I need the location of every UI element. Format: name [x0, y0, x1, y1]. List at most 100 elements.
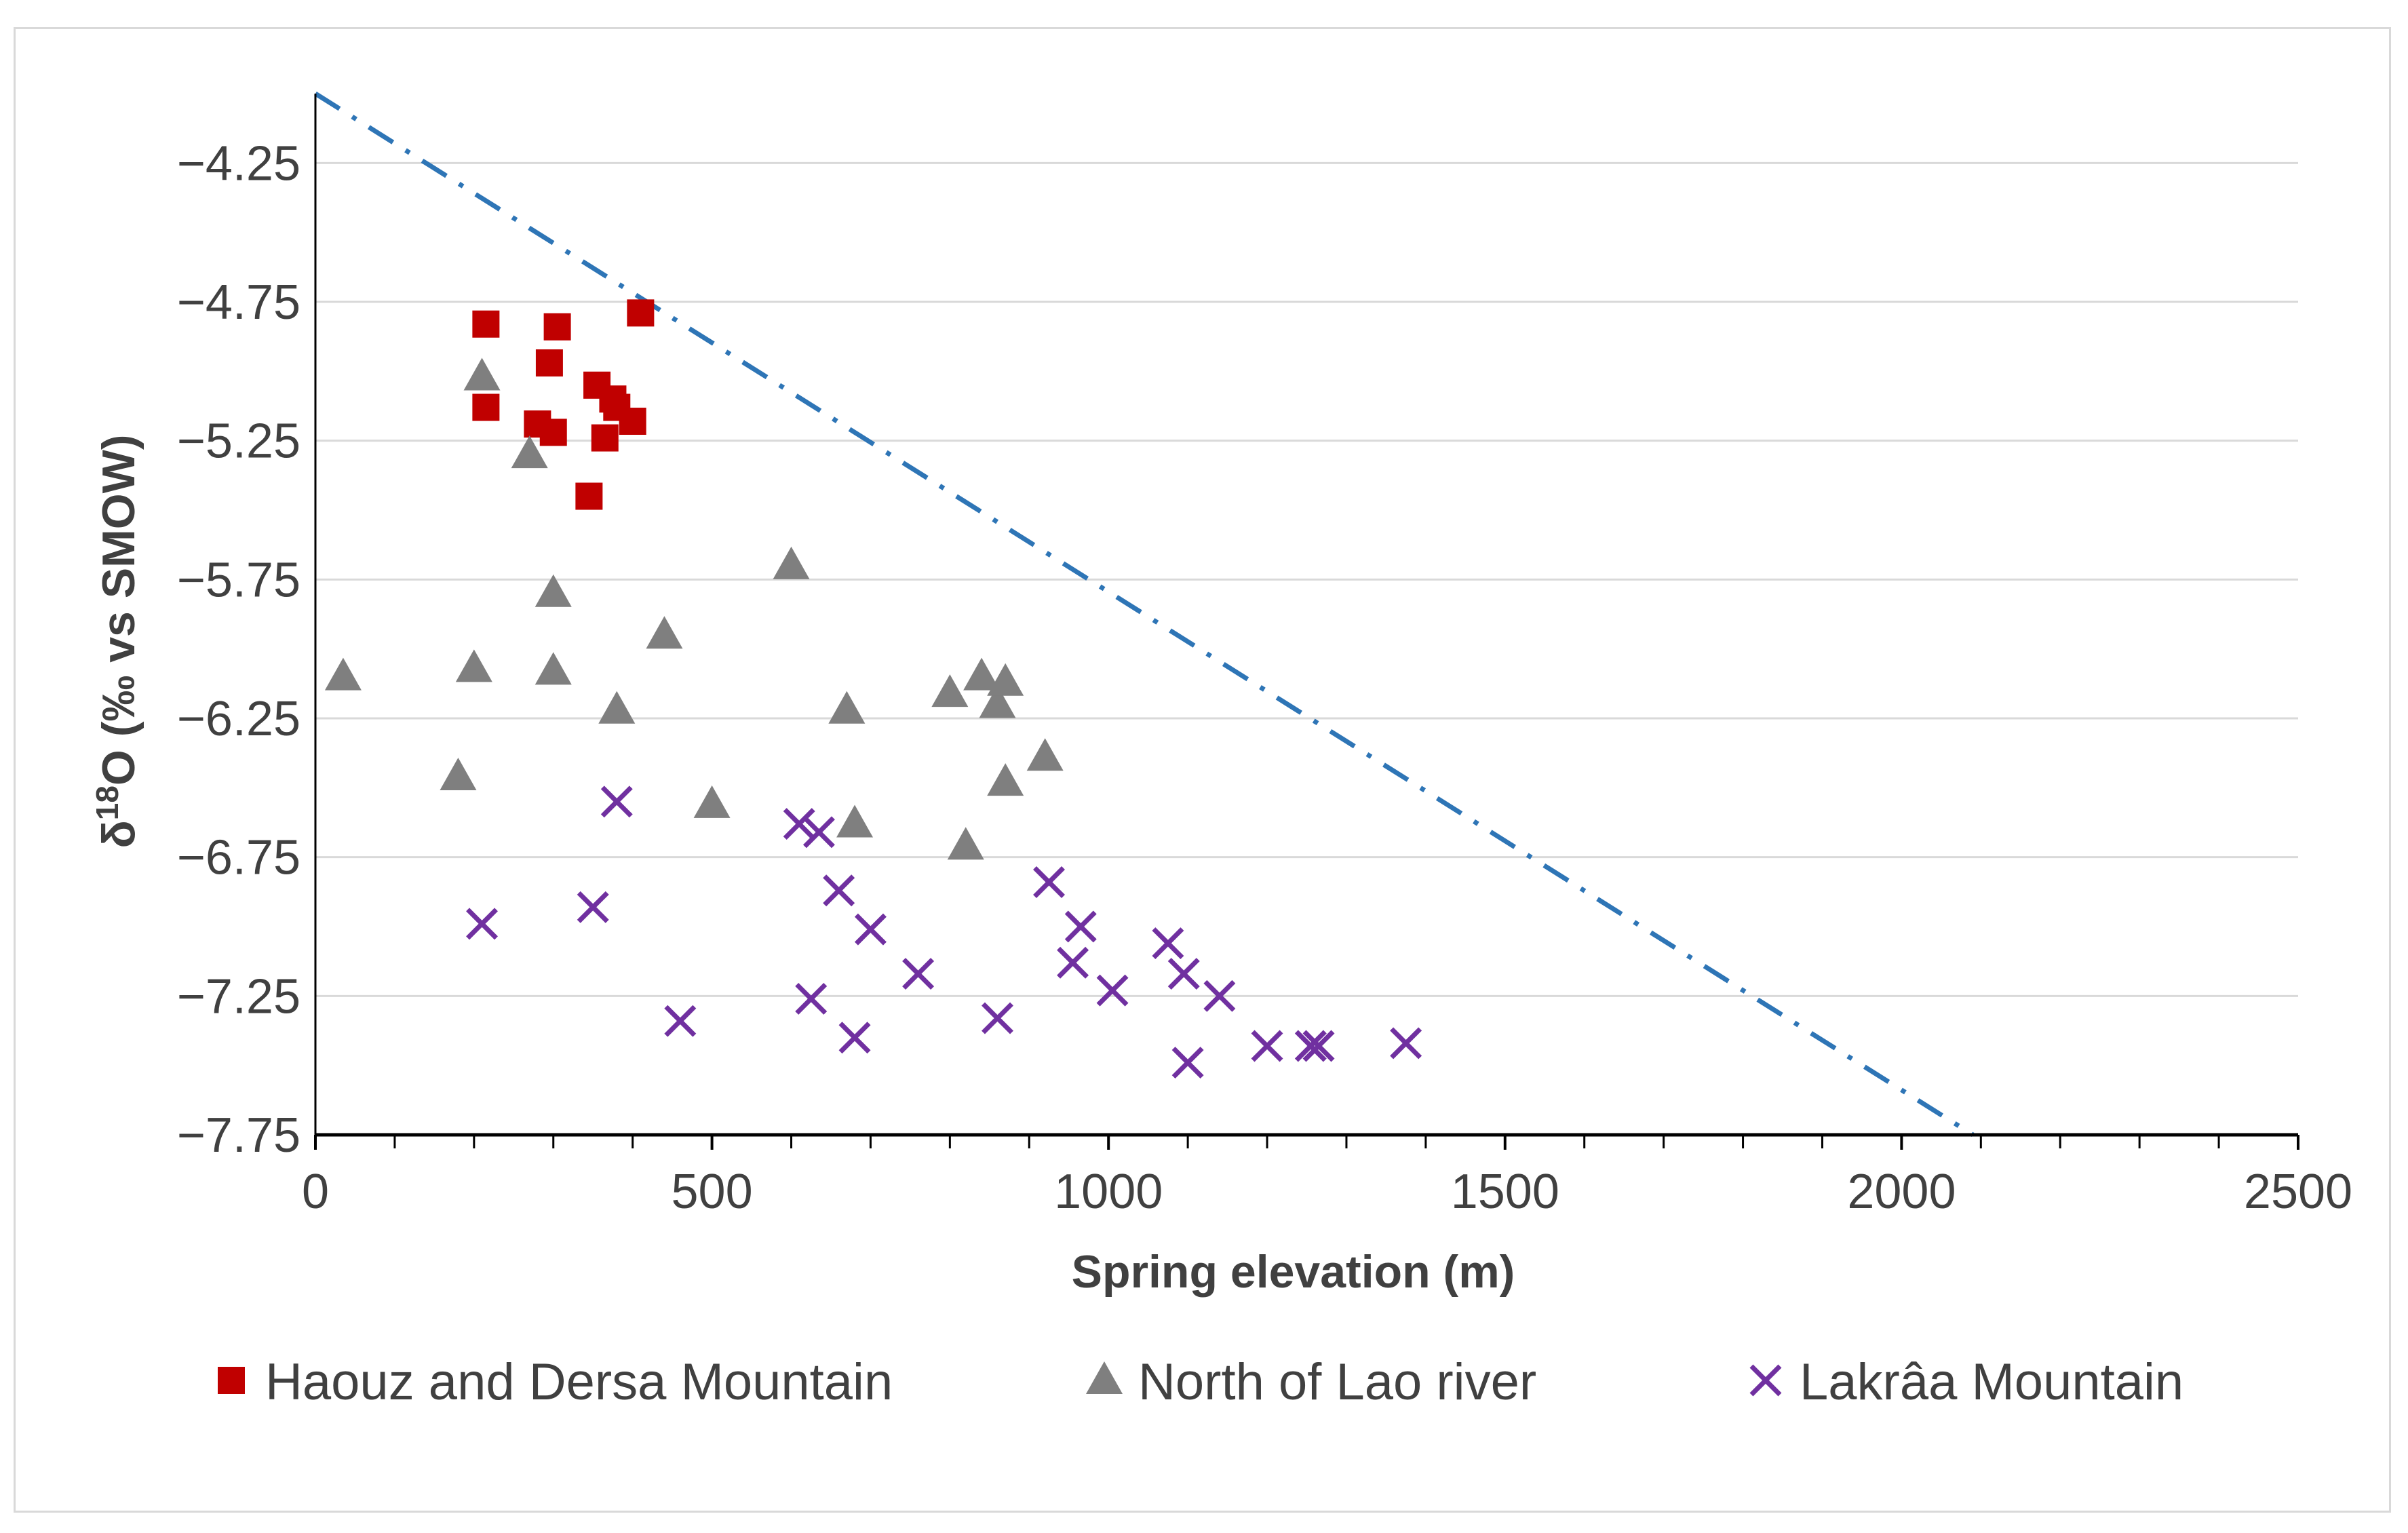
- data-point-triangle: [836, 804, 874, 838]
- x-marker-stroke: [664, 1005, 697, 1037]
- data-point-triangle: [535, 574, 572, 607]
- legend-item-square: Haouz and Dersa Mountain: [218, 1353, 893, 1411]
- x-marker-stroke: [982, 1002, 1013, 1034]
- data-point-triangle: [987, 663, 1024, 696]
- data-point-triangle: [511, 435, 548, 469]
- data-point-x: [823, 874, 855, 907]
- x-marker-stroke: [902, 958, 935, 990]
- x-marker-stroke: [823, 874, 855, 907]
- scatter-chart: −4.25 −4.75 −5.25 −5.75 −6.25 −6.75 −7.25 −7.75…: [90, 92, 2352, 1411]
- y-tick-label: −7.25: [177, 969, 300, 1024]
- data-point-square: [539, 419, 567, 446]
- data-point-x: [1302, 1030, 1335, 1062]
- data-point-triangle: [646, 616, 683, 649]
- gridlines: [315, 161, 2298, 997]
- data-point-x: [982, 1002, 1013, 1034]
- trend-line: [314, 92, 1975, 1137]
- data-point-triangle: [773, 546, 810, 579]
- data-point-x: [838, 1022, 871, 1054]
- data-point-triangle: [693, 785, 731, 818]
- x-marker-stroke: [1167, 958, 1200, 990]
- y-tick-label: −4.25: [177, 136, 300, 191]
- data-point-square: [575, 482, 603, 510]
- data-point-x: [664, 1005, 697, 1037]
- legend-marker-square: [218, 1367, 245, 1394]
- tick-labels: −4.25 −4.75 −5.25 −5.75 −6.25 −6.75 −7.25 −7.75…: [177, 136, 2352, 1219]
- data-point-square: [591, 424, 619, 452]
- legend-item-x: Lakrâa Mountain: [1749, 1353, 2183, 1411]
- x-marker-stroke: [466, 908, 499, 940]
- chart-frame: −4.25 −4.75 −5.25 −5.75 −6.25 −6.75 −7.25 −7.75…: [14, 27, 2391, 1513]
- y-axis-title-delta: δ: [93, 820, 144, 848]
- y-tick-label: −4.75: [177, 275, 300, 330]
- data-point-triangle: [440, 757, 477, 790]
- data-point-x: [1171, 1047, 1204, 1079]
- data-point-triangle: [1026, 738, 1064, 771]
- data-point-square: [543, 313, 571, 341]
- x-marker-stroke: [1171, 1047, 1204, 1079]
- data-point-x: [1033, 866, 1065, 898]
- data-points: [324, 299, 1422, 1079]
- x-marker-stroke: [600, 785, 633, 818]
- x-marker-stroke: [795, 982, 828, 1015]
- x-marker-stroke: [854, 913, 887, 946]
- x-marker-stroke: [1096, 974, 1129, 1007]
- x-tick-label: 500: [672, 1165, 753, 1219]
- x-marker-stroke: [1294, 1030, 1327, 1062]
- data-point-square: [535, 349, 563, 377]
- x-marker-stroke: [838, 1022, 871, 1054]
- data-point-triangle: [463, 357, 501, 391]
- x-marker-stroke: [1251, 1030, 1283, 1062]
- data-point-square: [472, 310, 500, 338]
- data-point-x: [1167, 958, 1200, 990]
- y-tick-label: −7.75: [177, 1108, 300, 1163]
- data-point-x: [466, 908, 499, 940]
- legend-label: North of Lao river: [1138, 1353, 1536, 1411]
- x-marker-stroke: [1152, 927, 1184, 960]
- x-tick-label: 2000: [1847, 1165, 1956, 1219]
- legend-marker-x: [1749, 1364, 1782, 1397]
- data-point-x: [1057, 946, 1089, 979]
- data-point-triangle: [828, 691, 866, 724]
- data-point-x: [1064, 910, 1097, 943]
- data-point-triangle: [324, 657, 362, 691]
- series-triangle-points: [324, 357, 1064, 860]
- trend-line-group: [314, 92, 1975, 1137]
- x-marker-stroke: [577, 891, 609, 923]
- legend: Haouz and Dersa Mountain North of Lao riv…: [218, 1353, 2183, 1411]
- x-marker-stroke: [1057, 946, 1089, 979]
- series-square-points: [472, 299, 655, 510]
- x-tick-label: 2500: [2244, 1165, 2352, 1219]
- data-point-x: [1152, 927, 1184, 960]
- y-tick-label: −6.75: [177, 831, 300, 885]
- y-tick-label: −5.25: [177, 414, 300, 469]
- y-axis-title-rest: O (‰ vs SMOW): [93, 435, 144, 786]
- data-point-square: [619, 408, 646, 435]
- data-point-x: [783, 808, 815, 840]
- y-tick-label: −6.25: [177, 692, 300, 746]
- data-point-x: [577, 891, 609, 923]
- series-x-points: [466, 785, 1422, 1079]
- y-axis-title: δ18O (‰ vs SMOW): [90, 435, 144, 849]
- x-marker-stroke: [1064, 910, 1097, 943]
- data-point-x: [902, 958, 935, 990]
- legend-label: Haouz and Dersa Mountain: [265, 1353, 893, 1411]
- legend-label: Lakrâa Mountain: [1800, 1353, 2183, 1411]
- data-point-triangle: [535, 652, 572, 685]
- data-point-x: [1251, 1030, 1283, 1062]
- x-marker-stroke: [1749, 1364, 1782, 1397]
- x-marker-stroke: [783, 808, 815, 840]
- data-point-x: [600, 785, 633, 818]
- data-point-x: [1294, 1030, 1327, 1062]
- data-point-x: [854, 913, 887, 946]
- data-point-square: [472, 393, 500, 421]
- y-tick-label: −5.75: [177, 553, 300, 607]
- y-axis-title-superscript: 18: [90, 785, 125, 820]
- data-point-x: [1096, 974, 1129, 1007]
- x-axis-title: Spring elevation (m): [1072, 1246, 1515, 1298]
- data-point-x: [1203, 979, 1236, 1012]
- data-point-triangle: [979, 685, 1016, 718]
- x-marker-stroke: [1033, 866, 1065, 898]
- data-point-triangle: [931, 674, 969, 707]
- x-marker-stroke: [1203, 979, 1236, 1012]
